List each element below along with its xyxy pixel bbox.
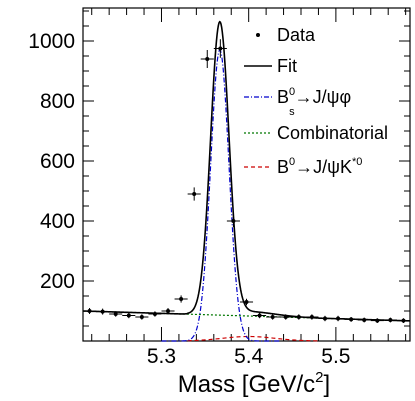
data-point <box>318 315 332 322</box>
legend: Data Fit B0 s→J/ψφ Combinatorial B0→J/ψK*0 <box>244 25 388 177</box>
data-point <box>331 315 345 322</box>
data-point <box>135 314 149 320</box>
data-point <box>279 314 293 320</box>
data-point <box>239 298 254 306</box>
fit-curves <box>82 20 411 342</box>
data-point <box>305 314 319 320</box>
legend-item-bs: B0 s→J/ψφ <box>244 86 351 118</box>
legend-label: B0→J/ψK*0 <box>277 156 362 177</box>
data-point <box>187 187 201 201</box>
data-point <box>396 318 410 323</box>
data-point <box>96 308 110 315</box>
bd-jpsik-curve <box>187 335 319 342</box>
axis-tick-labels: 5.3 5.4 5.5 200 400 600 800 1000 <box>28 30 350 368</box>
data-point <box>370 318 384 323</box>
axis-ticks <box>83 8 410 341</box>
legend-item-comb: Combinatorial <box>244 123 388 143</box>
legend-item-data: Data <box>256 25 316 45</box>
y-tick-label: 1000 <box>28 30 75 53</box>
data-point <box>161 308 175 314</box>
data-point <box>122 312 136 319</box>
x-tick-label: 5.4 <box>234 345 264 368</box>
data-point <box>174 295 188 303</box>
data-point <box>292 314 306 320</box>
legend-label: Data <box>277 25 316 45</box>
data-point <box>226 215 240 227</box>
data-point <box>83 308 97 314</box>
bs-signal-curve <box>161 49 280 342</box>
y-tick-label: 200 <box>40 270 75 293</box>
data-point <box>109 311 123 317</box>
legend-label: Fit <box>277 56 297 76</box>
data-point <box>344 317 358 322</box>
legend-item-fit: Fit <box>244 56 297 76</box>
x-tick-label: 5.3 <box>147 345 176 368</box>
data-point <box>148 311 162 317</box>
y-tick-label: 800 <box>40 90 75 113</box>
y-tick-label: 400 <box>40 210 75 233</box>
legend-label: Combinatorial <box>277 123 388 143</box>
data-point <box>253 312 267 319</box>
legend-label: B0 s→J/ψφ <box>277 86 351 118</box>
data-point <box>383 317 397 323</box>
data-point <box>357 317 371 323</box>
legend-marker <box>256 33 260 37</box>
legend-item-bd: B0→J/ψK*0 <box>244 156 362 177</box>
data-point <box>213 39 227 58</box>
x-tick-label: 5.5 <box>321 345 350 368</box>
y-tick-label: 600 <box>40 150 75 173</box>
data-point <box>266 314 280 320</box>
data-point <box>200 50 214 68</box>
plot-frame <box>82 7 411 342</box>
x-axis-title: Mass [GeV/c2] <box>178 369 330 398</box>
data-points <box>83 39 410 323</box>
